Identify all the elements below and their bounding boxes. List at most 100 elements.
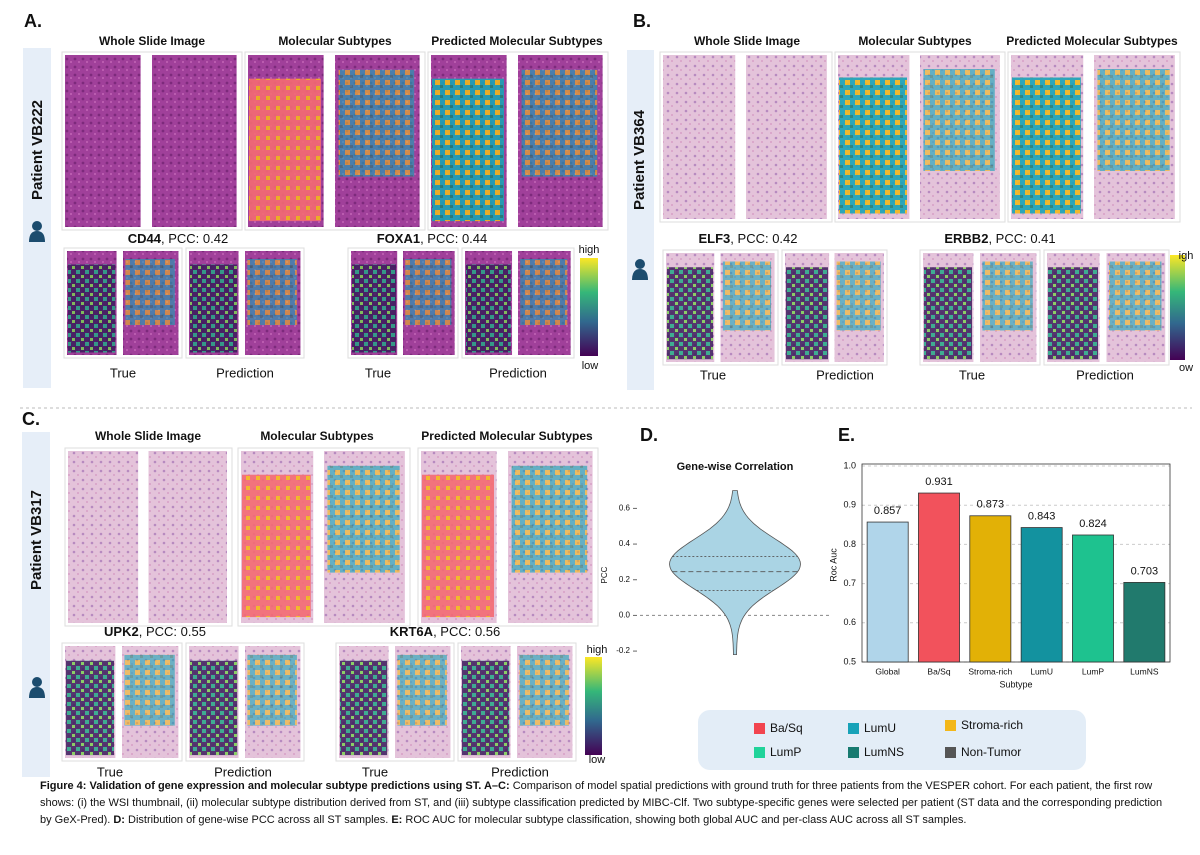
overlay	[352, 264, 396, 353]
y-tick-label: -0.2	[616, 646, 630, 655]
patient-label: Patient VB222	[29, 100, 46, 200]
overlay	[68, 264, 116, 353]
value-label: 0.703	[1131, 565, 1159, 577]
image-sublabel: Prediction	[216, 365, 274, 380]
gene-pcc: , PCC: 0.56	[433, 624, 500, 639]
caption-text: Distribution of gene-wise PCC across all…	[124, 814, 392, 826]
column-title: Whole Slide Image	[694, 34, 800, 48]
gene-pcc: , PCC: 0.41	[988, 231, 1055, 246]
tissue	[152, 55, 237, 227]
x-tick-label: LumP	[1082, 666, 1105, 676]
colorbar-label: low	[582, 360, 599, 372]
y-tick-label: 0.7	[843, 578, 856, 588]
legend-label: LumP	[770, 745, 801, 759]
value-label: 0.824	[1079, 518, 1107, 530]
chart-title: Gene-wise Correlation	[677, 461, 794, 473]
patient-icon	[29, 231, 45, 242]
column-title: Predicted Molecular Subtypes	[421, 429, 593, 443]
y-tick-label: 0.0	[619, 611, 631, 620]
gene-label: FOXA1, PCC: 0.44	[377, 231, 488, 246]
legend-swatch	[945, 720, 956, 731]
value-label: 0.873	[977, 499, 1005, 511]
legend-swatch	[945, 747, 956, 758]
overlay	[249, 78, 321, 222]
overlay	[982, 261, 1033, 331]
column-title: Predicted Molecular Subtypes	[1006, 34, 1178, 48]
value-label: 0.931	[925, 476, 953, 488]
panel-label: A.	[24, 11, 42, 31]
colorbar-label: low	[589, 754, 606, 766]
image-sublabel: True	[97, 764, 123, 779]
legend-box	[698, 710, 1086, 770]
caption-text: ROC AUC for molecular subtype classifica…	[402, 814, 967, 826]
image-sublabel: True	[362, 764, 388, 779]
plot-frame	[861, 463, 1171, 663]
overlay	[839, 77, 907, 214]
panel-label: D.	[640, 425, 658, 445]
caption-text: D:	[113, 814, 125, 826]
patient-icon	[32, 677, 42, 687]
gene-label: KRT6A, PCC: 0.56	[390, 624, 501, 639]
column-title: Whole Slide Image	[95, 429, 201, 443]
overlay	[327, 465, 400, 573]
overlay	[125, 259, 175, 325]
column-title: Predicted Molecular Subtypes	[431, 34, 603, 48]
overlay	[519, 654, 569, 726]
gene-pcc: , PCC: 0.42	[161, 231, 228, 246]
gene-label: UPK2, PCC: 0.55	[104, 624, 206, 639]
gene-pcc: , PCC: 0.44	[420, 231, 487, 246]
colorbar-label: igh	[1179, 250, 1194, 262]
overlay	[667, 267, 713, 360]
y-tick-label: 0.6	[843, 617, 856, 627]
colorbar	[580, 258, 598, 356]
gene-label: ELF3, PCC: 0.42	[699, 231, 798, 246]
y-tick-label: 0.9	[843, 500, 856, 510]
gene-pcc: , PCC: 0.55	[139, 624, 206, 639]
tissue	[68, 451, 139, 623]
bar	[918, 492, 960, 663]
column-title: Molecular Subtypes	[260, 429, 374, 443]
overlay	[722, 261, 772, 331]
overlay	[422, 474, 494, 618]
gene-name: KRT6A	[390, 624, 434, 639]
gene-name: UPK2	[104, 624, 139, 639]
overlay	[432, 78, 504, 222]
y-tick-label: 0.5	[843, 656, 856, 666]
caption-text: Figure 4: Validation of gene expression …	[40, 780, 510, 792]
y-tick-label: 0.2	[619, 575, 631, 584]
legend-swatch	[848, 723, 859, 734]
overlay	[836, 261, 881, 331]
tissue	[148, 451, 227, 623]
patient-icon	[32, 221, 42, 231]
bar	[1123, 582, 1166, 663]
legend-swatch	[754, 723, 765, 734]
bar	[969, 515, 1012, 663]
caption-text: Comparison of model spatial predictions …	[40, 780, 1163, 826]
image-sublabel: Prediction	[491, 764, 549, 779]
overlay	[923, 69, 995, 171]
bar	[1020, 527, 1063, 663]
patient-strip	[23, 48, 51, 388]
panel-label: E.	[838, 425, 855, 445]
patient-label: Patient VB317	[28, 490, 45, 590]
overlay	[405, 259, 452, 325]
colorbar	[585, 657, 602, 755]
tissue	[65, 55, 141, 227]
colorbar-label: ow	[1179, 362, 1193, 374]
x-tick-label: Ba/Sq	[927, 666, 950, 676]
image-sublabel: True	[959, 367, 985, 382]
overlay	[190, 264, 238, 353]
overlay	[1097, 69, 1170, 171]
bar	[866, 521, 909, 663]
value-label: 0.857	[874, 505, 902, 517]
gene-name: CD44	[128, 231, 162, 246]
tissue	[663, 55, 736, 219]
gene-name: ELF3	[699, 231, 731, 246]
x-tick-label: Global	[875, 666, 900, 676]
violin	[669, 490, 801, 655]
overlay	[462, 660, 510, 756]
gene-label: CD44, PCC: 0.42	[128, 231, 228, 246]
overlay	[1109, 261, 1162, 331]
overlay	[340, 660, 388, 756]
image-sublabel: Prediction	[1076, 367, 1134, 382]
